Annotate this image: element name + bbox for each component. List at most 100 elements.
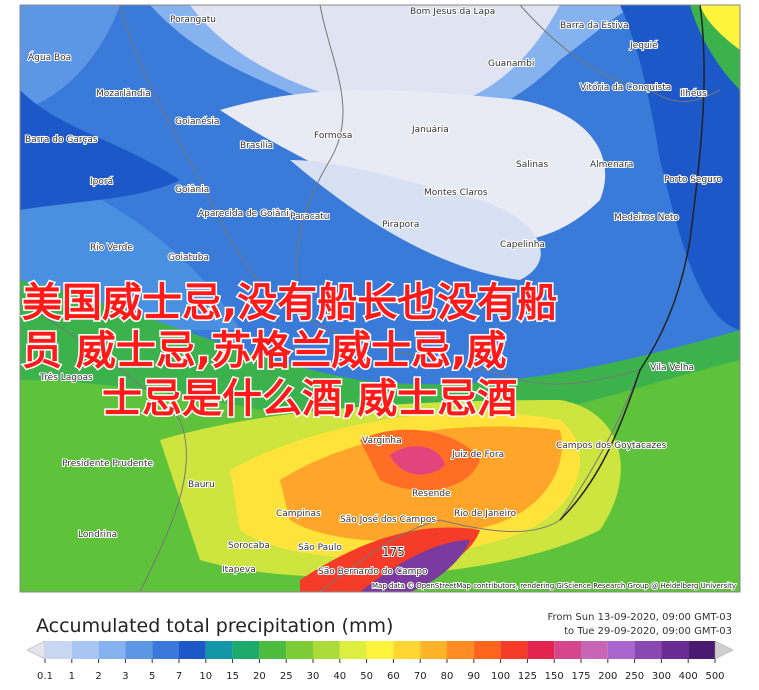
city-label: Água Boa (28, 51, 71, 63)
scale-tick-label: 100 (491, 671, 510, 682)
scale-tick-label: 80 (441, 671, 454, 682)
city-label: Juiz de Fora (451, 450, 504, 460)
scale-swatch (339, 641, 367, 659)
city-label: Aparecida de Goiânia (198, 209, 294, 219)
scale-tick-label: 5 (149, 671, 155, 682)
scale-tick-label: 25 (280, 671, 293, 682)
overlay-text: 美国威士忌,没有船长也没有船 员 威士忌,苏格兰威士忌,威 士忌是什么酒,威士忌… (21, 279, 559, 424)
scale-swatch (447, 641, 474, 659)
city-label: Goiânia (175, 185, 209, 195)
scale-swatch (634, 641, 662, 659)
city-label: Montes Claros (424, 188, 488, 198)
city-label: Três Lagoas (39, 372, 93, 383)
city-label: Ilhéus (680, 88, 707, 99)
city-label: Sorocaba (228, 541, 270, 551)
scale-swatch (179, 641, 206, 659)
scale-tick-label: 10 (199, 671, 212, 682)
city-label: Campos dos Goytacazes (556, 441, 667, 451)
city-label: Rio Verde (90, 243, 133, 253)
city-label: Formosa (314, 131, 352, 141)
scale-tick-label: 20 (253, 671, 266, 682)
legend-to: to Tue 29-09-2020, 09:00 GMT-03 (564, 626, 732, 637)
city-label: Goiatuba (168, 253, 209, 263)
scale-swatch (205, 641, 233, 659)
scale-tick-label: 30 (307, 671, 320, 682)
scale-swatch (45, 641, 72, 659)
color-scale: 0.1 1 2 3 5 7 10 15 20 25 30 40 50 60 70 80 90 100 125 150 1… (26, 640, 734, 682)
contour-label: 175 (382, 545, 405, 559)
city-label: Porangatu (170, 15, 216, 25)
map-attribution: Map data © OpenStreetMap contributors, r… (372, 582, 736, 590)
city-label: Campinas (276, 509, 321, 519)
city-label: Medeiros Neto (614, 213, 679, 223)
city-label: Guanambi (488, 59, 534, 69)
legend-from: From Sun 13-09-2020, 09:00 GMT-03 (547, 612, 732, 623)
scale-tick-label: 500 (705, 671, 724, 682)
scale-tick-label: 60 (387, 671, 400, 682)
scale-tick-label: 15 (226, 671, 239, 682)
city-label: Barra da Estiva (560, 21, 629, 31)
scale-tick-label: 2 (95, 671, 101, 682)
scale-tick-label: 125 (518, 671, 537, 682)
scale-swatch (366, 641, 394, 659)
scale-tick-label: 175 (571, 671, 590, 682)
city-label: Capelinha (500, 240, 545, 250)
scale-tick-label: 200 (598, 671, 617, 682)
city-label: Januária (411, 125, 449, 135)
scale-swatch (286, 641, 313, 659)
overlay-line: 员 威士忌,苏格兰威士忌,威 (22, 328, 506, 374)
city-label: Rio de Janeiro (454, 509, 517, 519)
city-label: Resende (412, 489, 451, 499)
scale-swatch (259, 641, 287, 659)
city-labels: Porangatu Bom Jesus da Lapa Barra da Est… (24, 6, 723, 578)
city-label: Presidente Prudente (62, 459, 154, 469)
scale-swatch (607, 641, 635, 659)
scale-swatch (581, 641, 608, 659)
scale-tick-label: 250 (625, 671, 644, 682)
city-label: Iporá (90, 177, 113, 187)
scale-swatch (554, 641, 581, 659)
scale-tick-label: 70 (414, 671, 427, 682)
scale-swatch (527, 641, 555, 659)
city-label: São Paulo (298, 543, 342, 553)
overlay-line: 士忌是什么酒,威士忌酒 (102, 376, 517, 422)
city-label: São José dos Campos (340, 514, 436, 525)
scale-swatch (393, 641, 421, 659)
city-label: Salinas (516, 160, 548, 170)
scale-swatch (500, 641, 528, 659)
city-label: Porto Seguro (664, 175, 722, 185)
scale-tick-label: 300 (652, 671, 671, 682)
legend-title: Accumulated total precipitation (mm) (36, 615, 393, 637)
scale-swatch (98, 641, 126, 659)
scale-swatch (688, 641, 715, 659)
scale-swatch (232, 641, 260, 659)
overlay-line: 美国威士忌,没有船长也没有船 (22, 280, 557, 326)
scale-tick-label: 90 (467, 671, 480, 682)
scale-swatch (420, 641, 447, 659)
scale-swatch (661, 641, 689, 659)
city-label: Bauru (188, 480, 215, 490)
scale-tick-label: 40 (333, 671, 346, 682)
scale-tick-label: 1 (69, 671, 75, 682)
city-label: Mozarlândia (96, 89, 151, 99)
scale-tick-label: 50 (360, 671, 373, 682)
map-frame (19, 4, 741, 593)
scale-tick-label: 0.1 (37, 671, 53, 682)
scale-swatch (313, 641, 340, 659)
scale-swatch (473, 641, 501, 659)
scale-swatch (125, 641, 153, 659)
city-label: Paracatu (290, 212, 329, 222)
scale-swatch (714, 640, 734, 660)
city-label: Varginha (362, 436, 402, 446)
scale-tick-label: 400 (679, 671, 698, 682)
scale-tick-label: 3 (122, 671, 128, 682)
city-label: Jequié (629, 40, 658, 51)
city-label: Vila Velha (650, 363, 694, 373)
city-label: Almenara (590, 160, 633, 170)
city-label: Vitória da Conquista (580, 82, 671, 93)
scale-tick-label: 7 (176, 671, 182, 682)
city-label: Barra do Garças (25, 135, 98, 145)
map (20, 5, 740, 592)
